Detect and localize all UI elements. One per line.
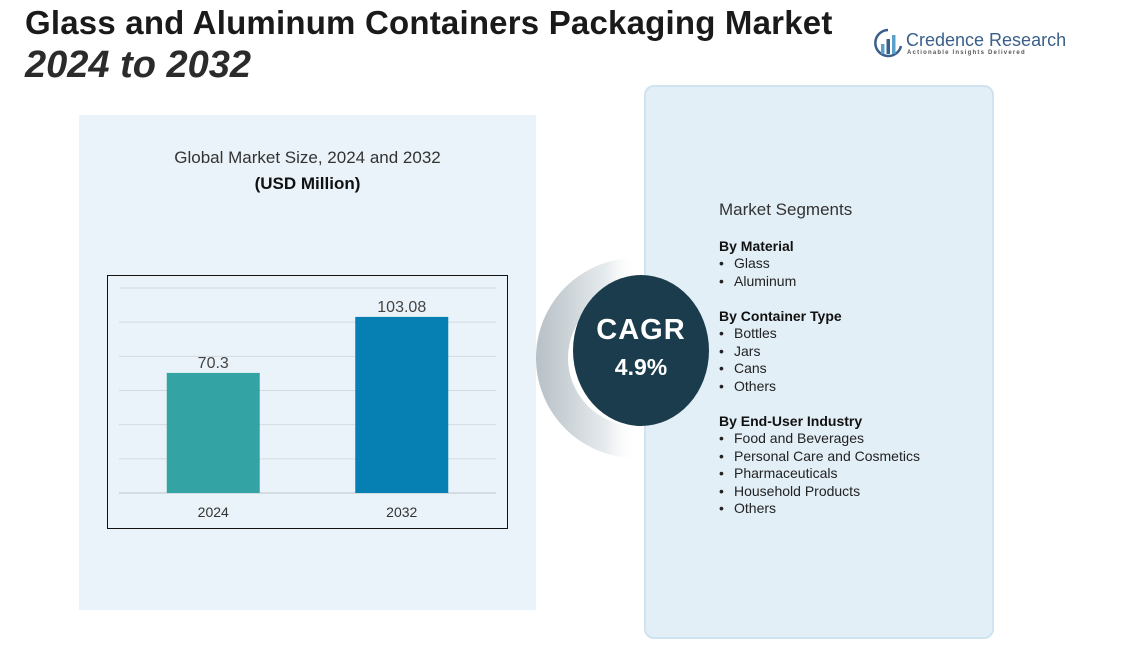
credence-research-logo: Credence Research Actionable Insights De… bbox=[874, 28, 1067, 62]
segment-item: Aluminum bbox=[719, 273, 989, 291]
cagr-ring-decoration bbox=[536, 258, 636, 458]
segment-group-end-user-industry: By End-User Industry Food and Beverages … bbox=[719, 413, 989, 518]
page-title: Glass and Aluminum Containers Packaging … bbox=[25, 4, 833, 41]
segment-item: Others bbox=[719, 378, 989, 396]
segment-group-material: By Material Glass Aluminum bbox=[719, 238, 989, 290]
data-label-2032: 103.08 bbox=[377, 299, 426, 316]
segment-item: Pharmaceuticals bbox=[719, 465, 989, 483]
segment-item: Household Products bbox=[719, 483, 989, 501]
cagr-value: 4.9% bbox=[614, 354, 668, 380]
bar-2024 bbox=[166, 372, 260, 493]
logo-name: Credence Research bbox=[906, 30, 1067, 50]
segment-list: Glass Aluminum bbox=[719, 255, 989, 290]
segment-list: Food and Beverages Personal Care and Cos… bbox=[719, 430, 989, 518]
bar-chart-logo-icon bbox=[874, 28, 902, 58]
bar-chart: 70.3 2024 103.08 2032 bbox=[107, 275, 508, 529]
chart-unit: (USD Million) bbox=[254, 174, 361, 193]
bar-chart-svg: 70.3 2024 103.08 2032 bbox=[119, 287, 496, 520]
segment-item: Cans bbox=[719, 360, 989, 378]
segment-group-title: By Material bbox=[719, 238, 794, 254]
segment-item: Others bbox=[719, 500, 989, 518]
segment-group-title: By Container Type bbox=[719, 308, 842, 324]
segment-list: Bottles Jars Cans Others bbox=[719, 325, 989, 395]
cagr-badge bbox=[573, 275, 709, 426]
x-tick-label-2024: 2024 bbox=[198, 504, 229, 520]
segment-item: Personal Care and Cosmetics bbox=[719, 448, 989, 466]
cagr-label: CAGR bbox=[596, 314, 686, 346]
page-subtitle-years: 2024 to 2032 bbox=[25, 44, 252, 86]
segment-item: Food and Beverages bbox=[719, 430, 989, 448]
segments-heading: Market Segments bbox=[719, 200, 853, 219]
segment-group-container-type: By Container Type Bottles Jars Cans Othe… bbox=[719, 308, 989, 395]
x-tick-label-2032: 2032 bbox=[386, 504, 417, 520]
chart-title: Global Market Size, 2024 and 2032 bbox=[174, 148, 441, 167]
segment-item: Glass bbox=[719, 255, 989, 273]
segment-group-title: By End-User Industry bbox=[719, 413, 863, 429]
logo-tagline: Actionable Insights Delivered bbox=[907, 50, 1026, 56]
data-label-2024: 70.3 bbox=[198, 355, 229, 372]
segment-item: Jars bbox=[719, 343, 989, 361]
segment-item: Bottles bbox=[719, 325, 989, 343]
bar-2032 bbox=[355, 316, 449, 493]
